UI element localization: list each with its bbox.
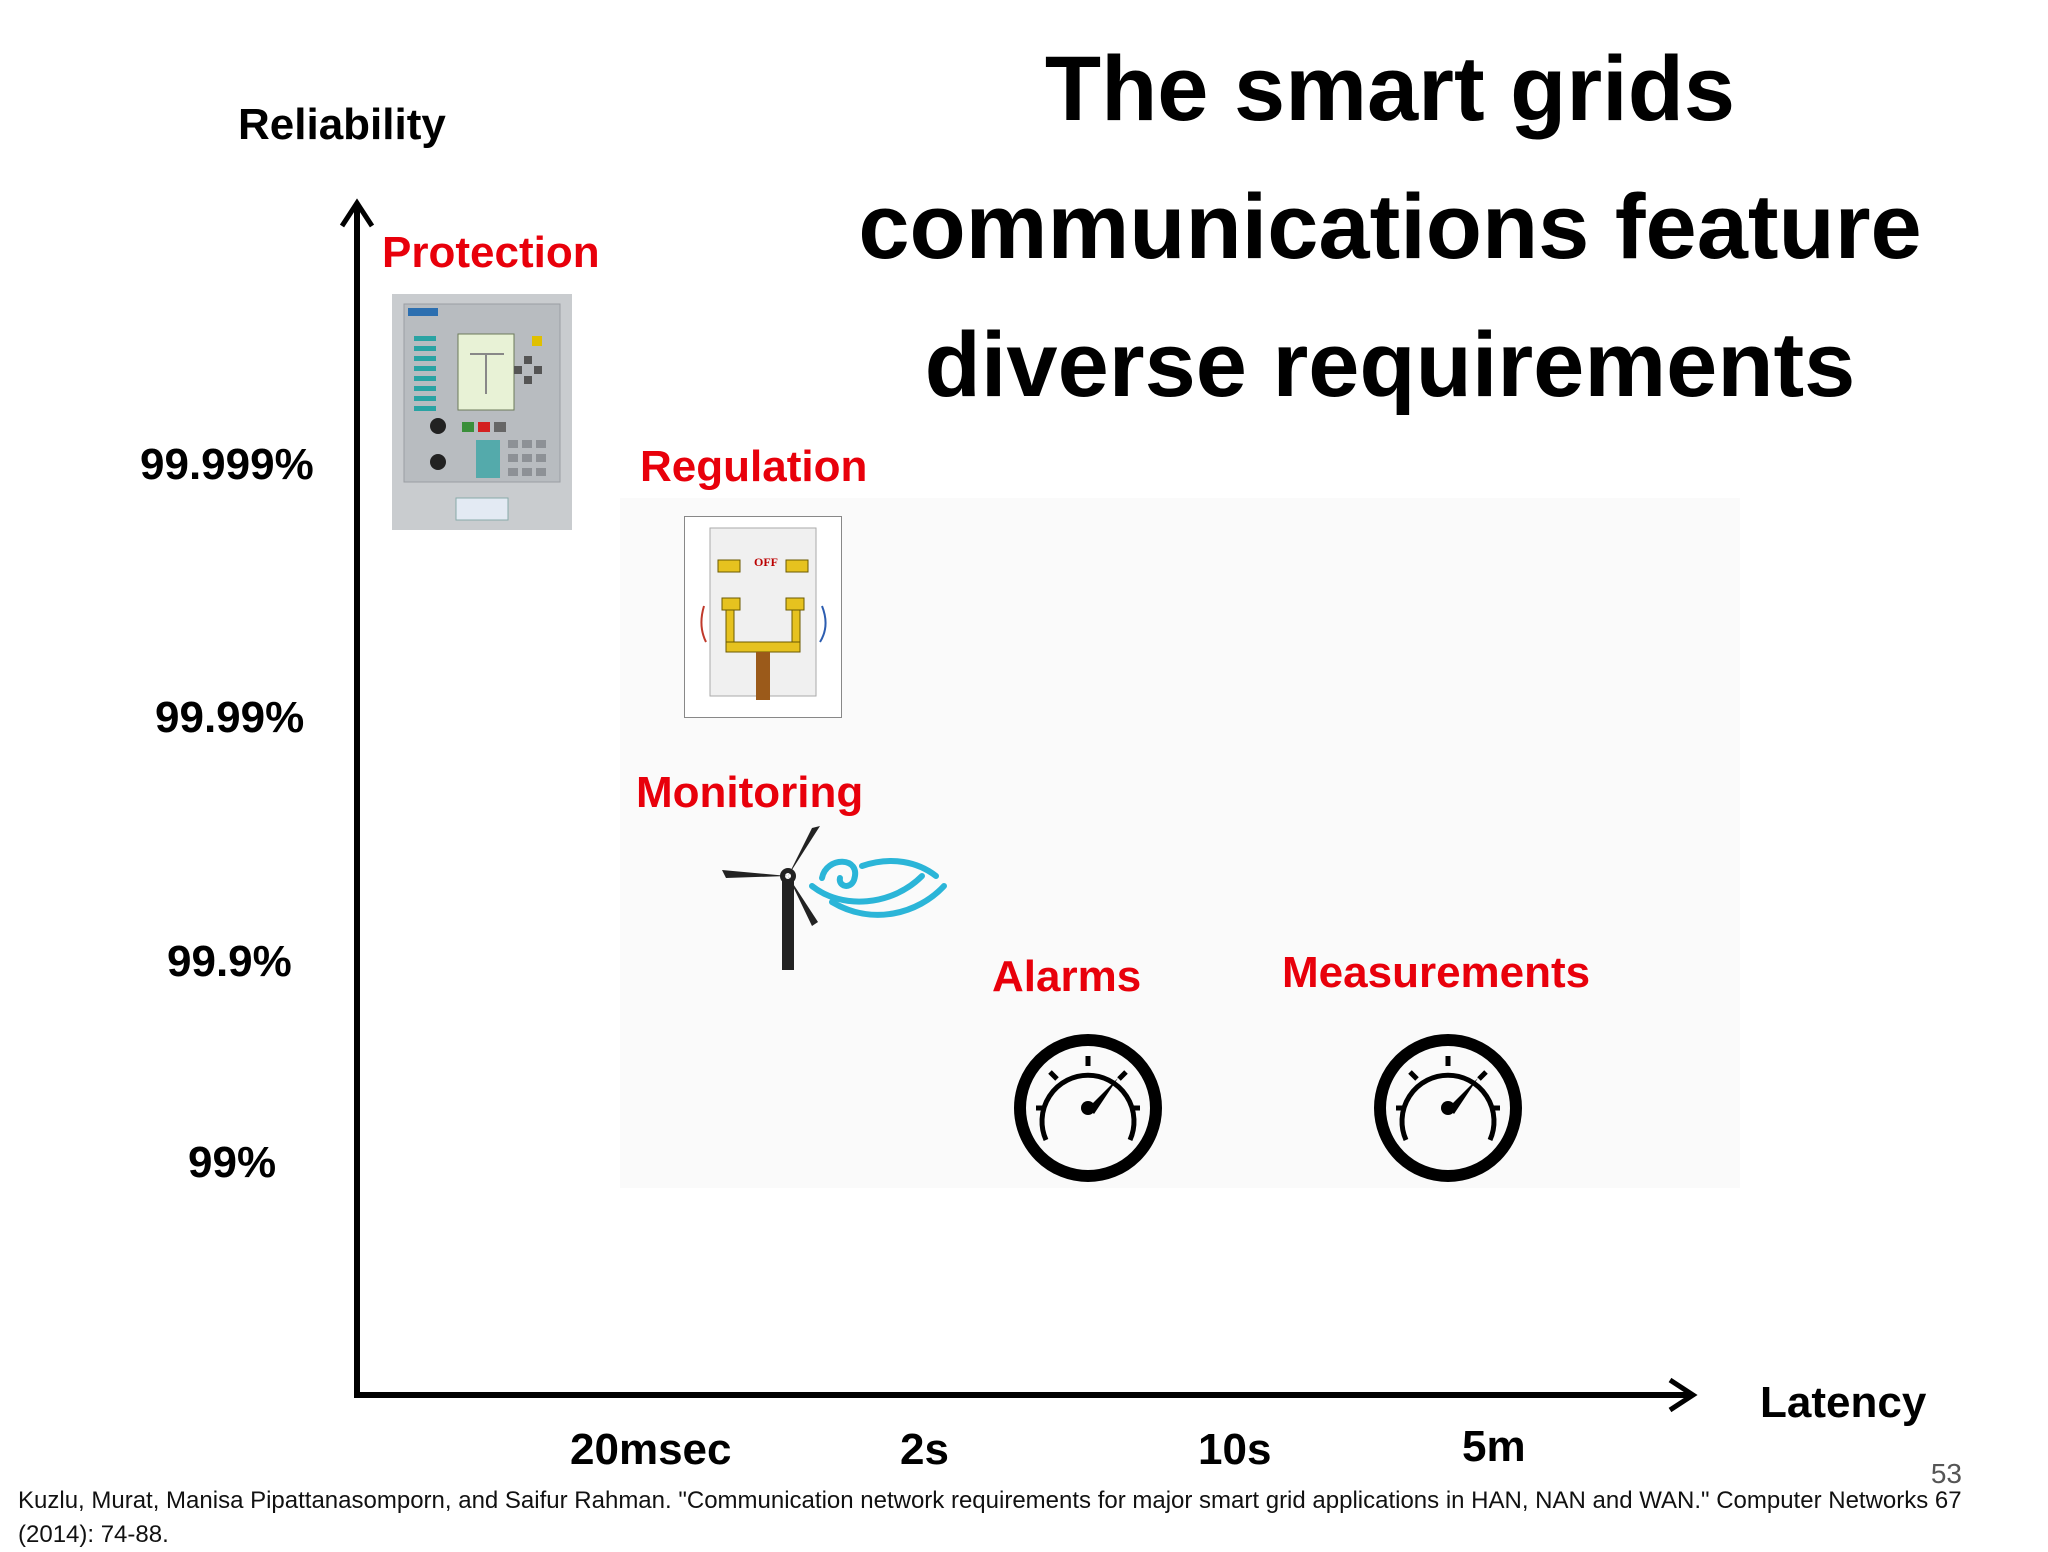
- y-axis-title: Reliability: [238, 100, 446, 149]
- y-tick-label: 99.9%: [167, 937, 292, 986]
- page-number: 53: [1930, 1458, 1962, 1489]
- category-label-measurements: Measurements: [1282, 948, 1591, 997]
- slide-title: The smart grids communications feature d…: [858, 38, 1922, 416]
- category-label-alarms: Alarms: [992, 952, 1142, 1001]
- category-label-regulation: Regulation: [640, 442, 868, 491]
- gauge-icon: [1014, 1034, 1162, 1182]
- x-axis-arrowhead: [1668, 1377, 1698, 1413]
- category-label-protection: Protection: [382, 228, 600, 277]
- gauge-icon: [1374, 1034, 1522, 1182]
- citation: Kuzlu, Murat, Manisa Pipattanasomporn, a…: [18, 1487, 1962, 1548]
- y-tick-label: 99.999%: [140, 440, 314, 489]
- x-tick-label: 10s: [1198, 1425, 1272, 1474]
- svg-text:OFF: OFF: [754, 555, 778, 569]
- wind-turbine-icon: [722, 826, 947, 970]
- y-axis-arrowhead: [339, 198, 375, 228]
- category-label-monitoring: Monitoring: [636, 768, 864, 817]
- x-tick-label: 5m: [1462, 1422, 1526, 1471]
- x-tick-label: 20msec: [570, 1425, 732, 1474]
- y-tick-label: 99.99%: [155, 693, 305, 742]
- y-tick-label: 99%: [188, 1138, 277, 1187]
- protection-relay-panel-icon: [392, 294, 572, 530]
- switch-on-off-icon: OFF ON: [684, 516, 842, 718]
- x-axis-title: Latency: [1760, 1378, 1927, 1427]
- x-tick-label: 2s: [900, 1425, 949, 1474]
